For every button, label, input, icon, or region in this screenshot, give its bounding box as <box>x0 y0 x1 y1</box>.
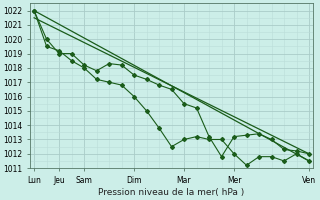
X-axis label: Pression niveau de la mer( hPa ): Pression niveau de la mer( hPa ) <box>99 188 245 197</box>
